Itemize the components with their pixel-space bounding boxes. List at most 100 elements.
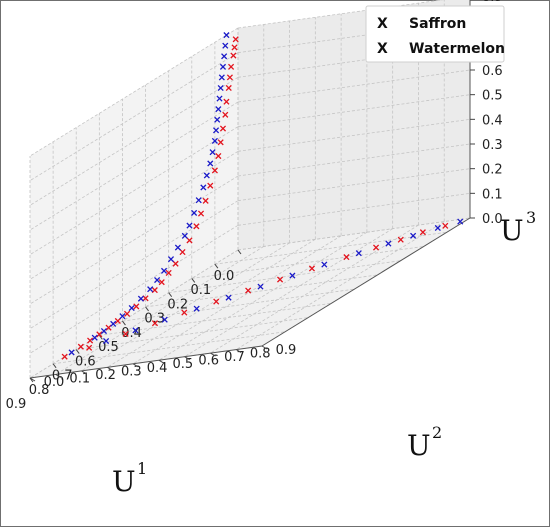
- saffron-point: [124, 310, 131, 317]
- watermelon-point: [385, 240, 392, 247]
- saffron-point: [419, 229, 426, 236]
- x-tick-label: 0.5: [98, 340, 119, 355]
- saffron-point: [186, 237, 193, 244]
- legend-label-saffron: Saffron: [409, 16, 466, 32]
- x-tick-label: 0.8: [29, 383, 50, 398]
- y-tick-label: 0.5: [173, 357, 194, 372]
- floor-pane: [30, 218, 470, 378]
- z-axis-label: U: [500, 214, 524, 247]
- watermelon-point: [321, 261, 328, 268]
- saffron-point: [219, 125, 227, 132]
- watermelon-point: [100, 327, 108, 335]
- floor-grid-x: [76, 317, 309, 350]
- saffron-point: [245, 287, 252, 294]
- watermelon-point: [216, 95, 223, 102]
- x-tick-mark: [98, 335, 103, 340]
- saffron-point: [151, 320, 159, 327]
- z-tick-label: 0.6: [482, 64, 503, 79]
- watermelon-point: [289, 272, 296, 279]
- x-tick-label: 0.2: [167, 297, 188, 312]
- floor-grid-x: [53, 331, 286, 365]
- y-axis-label: U: [407, 429, 431, 462]
- floor-grid-x: [145, 274, 378, 308]
- saffron-point: [77, 343, 84, 350]
- saffron-point: [226, 74, 233, 81]
- saffron-point: [133, 303, 140, 310]
- watermelon-point: [195, 197, 202, 204]
- x-tick-label: 0.6: [75, 354, 96, 369]
- z-tick-label: 0.4: [482, 113, 503, 128]
- watermelon-point: [91, 334, 98, 341]
- floor-grid-y: [107, 238, 316, 368]
- y-tick-label: 0.1: [69, 371, 90, 386]
- saffron-point: [87, 337, 94, 344]
- watermelon-point: [209, 149, 216, 156]
- saffron-point: [179, 249, 186, 256]
- floor-grid-x: [99, 302, 332, 336]
- left-grid-z: [29, 76, 239, 206]
- watermelon-point: [207, 160, 214, 167]
- saffron-point: [165, 269, 172, 276]
- saffron-point: [215, 152, 222, 160]
- saffron-point: [158, 279, 165, 286]
- saffron-point: [223, 98, 230, 105]
- saffron-point: [228, 63, 235, 70]
- axis-panes: [30, 0, 470, 378]
- watermelon-point: [214, 116, 221, 123]
- x-axis-label-superscript: 1: [137, 459, 147, 478]
- left-grid-z: [29, 175, 239, 305]
- floor-grid-x: [214, 231, 447, 265]
- saffron-point: [197, 210, 205, 217]
- watermelon-point: [222, 42, 229, 49]
- x-tick-label: 0.9: [6, 397, 27, 412]
- y-tick-label: 0.2: [95, 368, 116, 383]
- saffron-point: [343, 254, 350, 261]
- saffron-point: [86, 344, 93, 351]
- watermelon-point: [191, 209, 198, 216]
- y-tick-label: 0.0: [44, 375, 65, 390]
- back-grid-z: [237, 168, 471, 202]
- left-grid-z: [29, 200, 239, 330]
- z-tick-label: 0.3: [482, 138, 503, 153]
- floor-grid-y: [236, 221, 445, 350]
- z-axis-label-superscript: 3: [526, 208, 536, 227]
- watermelon-point: [161, 316, 168, 323]
- watermelon-point: [103, 337, 110, 345]
- watermelon-point: [223, 32, 230, 39]
- y-tick-mark: [107, 366, 113, 371]
- y-axis-line: [261, 217, 471, 347]
- z-tick-label: 0.1: [482, 187, 503, 202]
- y-tick-label: 0.7: [224, 350, 245, 365]
- watermelon-point: [186, 222, 193, 229]
- back-grid-z: [237, 143, 471, 177]
- watermelon-point: [457, 218, 464, 225]
- watermelon-point: [225, 294, 232, 301]
- saffron-point: [308, 265, 316, 272]
- watermelon-point: [218, 74, 225, 81]
- floor-grid-x: [168, 260, 401, 294]
- x-tick-mark: [145, 306, 149, 312]
- x-tick-mark: [214, 263, 219, 269]
- watermelon-point: [219, 63, 227, 70]
- floor-grid-y: [81, 242, 290, 372]
- y-axis-label-superscript: 2: [432, 423, 442, 442]
- y-tick-mark: [210, 352, 216, 357]
- watermelon-point: [110, 320, 117, 327]
- legend-marker-watermelon: X: [377, 41, 388, 57]
- watermelon-point: [200, 184, 207, 191]
- watermelon-point: [221, 53, 228, 60]
- watermelon-point: [203, 172, 210, 179]
- watermelon-point: [181, 232, 188, 239]
- y-tick-mark: [158, 359, 165, 364]
- floor-grid-y: [184, 228, 393, 358]
- saffron-point: [211, 167, 218, 174]
- saffron-point: [193, 223, 200, 230]
- y-tick-label: 0.6: [198, 354, 219, 369]
- left-grid-z: [29, 126, 239, 256]
- watermelon-point: [160, 267, 168, 274]
- y-tick-mark: [184, 356, 190, 361]
- back-grid-z: [237, 192, 471, 226]
- saffron-point: [442, 222, 449, 229]
- left-grid-z: [29, 52, 239, 182]
